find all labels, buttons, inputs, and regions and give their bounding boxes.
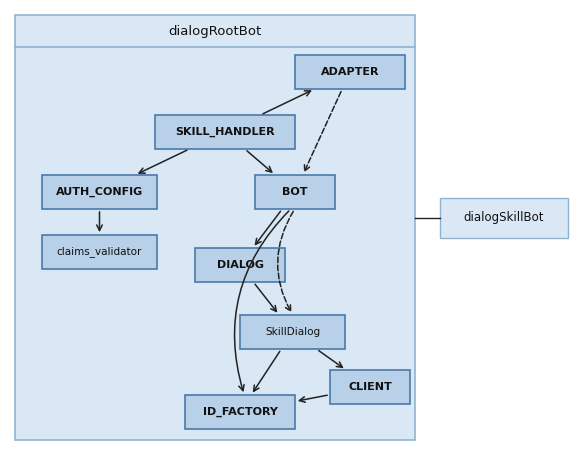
- FancyBboxPatch shape: [330, 370, 410, 404]
- Text: claims_validator: claims_validator: [57, 247, 142, 258]
- Text: SKILL_HANDLER: SKILL_HANDLER: [175, 127, 275, 137]
- FancyBboxPatch shape: [295, 55, 405, 89]
- Text: AUTH_CONFIG: AUTH_CONFIG: [56, 187, 143, 197]
- Text: ADAPTER: ADAPTER: [321, 67, 379, 77]
- FancyBboxPatch shape: [195, 248, 285, 282]
- FancyBboxPatch shape: [185, 395, 295, 429]
- Text: DIALOG: DIALOG: [216, 260, 263, 270]
- FancyBboxPatch shape: [15, 15, 415, 440]
- Text: dialogSkillBot: dialogSkillBot: [464, 212, 544, 224]
- FancyBboxPatch shape: [155, 115, 295, 149]
- FancyBboxPatch shape: [42, 235, 157, 269]
- FancyBboxPatch shape: [42, 175, 157, 209]
- Text: BOT: BOT: [282, 187, 308, 197]
- Text: dialogRootBot: dialogRootBot: [168, 25, 261, 37]
- FancyBboxPatch shape: [255, 175, 335, 209]
- Text: SkillDialog: SkillDialog: [265, 327, 320, 337]
- FancyBboxPatch shape: [240, 315, 345, 349]
- Text: ID_FACTORY: ID_FACTORY: [202, 407, 277, 417]
- Text: CLIENT: CLIENT: [348, 382, 392, 392]
- FancyBboxPatch shape: [440, 198, 568, 238]
